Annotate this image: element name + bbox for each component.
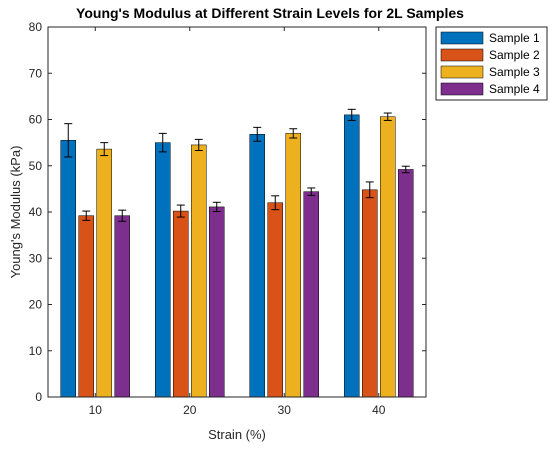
error-bar-sample-4-30 <box>307 187 316 196</box>
error-bar-sample-3-40 <box>383 112 392 121</box>
legend-swatch <box>440 65 484 79</box>
bar-sample-1-10 <box>60 140 76 398</box>
legend-label: Sample 3 <box>489 65 540 79</box>
bar-sample-1-20 <box>155 142 171 398</box>
legend-item-sample-4: Sample 4 <box>440 82 540 96</box>
error-bar-sample-2-20 <box>176 204 185 218</box>
bar-sample-4-20 <box>209 206 225 398</box>
chart-title: Young's Modulus at Different Strain Leve… <box>76 5 464 21</box>
y-tick-label: 20 <box>29 298 43 312</box>
y-tick-label: 30 <box>29 251 43 265</box>
x-tick-label: 30 <box>278 403 292 417</box>
bar-sample-2-10 <box>78 215 94 398</box>
x-axis-label: Strain (%) <box>208 427 266 442</box>
x-tick-label: 10 <box>89 403 103 417</box>
y-tick-label: 80 <box>29 20 43 34</box>
error-bar-sample-1-20 <box>158 132 167 153</box>
bar-sample-4-30 <box>303 191 319 398</box>
error-bar-sample-1-40 <box>347 108 356 121</box>
y-tick-label: 0 <box>35 390 42 404</box>
bar-sample-1-40 <box>344 114 360 398</box>
error-bar-sample-4-40 <box>401 165 410 174</box>
y-tick-label: 60 <box>29 113 43 127</box>
bar-sample-4-40 <box>398 169 414 398</box>
error-bar-sample-2-30 <box>271 195 280 211</box>
bar-sample-1-30 <box>249 134 265 398</box>
error-bar-sample-4-10 <box>118 209 127 222</box>
y-axis-label: Young's Modulus (kPa) <box>8 146 23 279</box>
y-tick-label: 40 <box>29 205 43 219</box>
x-axis: 10 20 30 40 <box>89 27 386 417</box>
error-bar-sample-2-40 <box>365 181 374 199</box>
error-bars-layer <box>64 108 410 222</box>
error-bar-sample-1-10 <box>64 123 73 158</box>
error-bar-sample-4-20 <box>212 201 221 213</box>
y-axis: 0 10 20 30 40 50 60 70 80 <box>29 20 426 404</box>
bars-layer <box>60 114 414 398</box>
error-bar-sample-3-10 <box>100 142 109 157</box>
legend-item-sample-1: Sample 1 <box>440 31 540 45</box>
legend-item-sample-2: Sample 2 <box>440 48 540 62</box>
bar-sample-3-20 <box>191 144 207 398</box>
legend-label: Sample 1 <box>489 31 540 45</box>
legend-swatch <box>440 48 484 62</box>
error-bar-sample-3-30 <box>289 128 298 139</box>
x-tick-label: 20 <box>183 403 197 417</box>
bar-sample-3-30 <box>285 133 301 398</box>
error-bar-sample-1-30 <box>253 126 262 142</box>
x-tick-label: 40 <box>372 403 386 417</box>
error-bar-sample-2-10 <box>82 210 91 221</box>
legend-swatch <box>440 82 484 96</box>
bar-sample-2-20 <box>173 210 189 398</box>
error-bar-sample-3-20 <box>194 138 203 151</box>
y-tick-label: 50 <box>29 159 43 173</box>
legend-label: Sample 4 <box>489 82 540 96</box>
legend-items: Sample 1 Sample 2 Sample 3 Sample 4 <box>440 31 540 96</box>
bar-sample-3-40 <box>380 116 396 398</box>
bar-sample-2-40 <box>362 189 378 398</box>
bar-sample-3-10 <box>96 148 112 398</box>
bar-sample-2-30 <box>267 202 283 398</box>
legend-swatch <box>440 31 484 45</box>
bar-sample-4-10 <box>114 215 130 398</box>
y-tick-label: 10 <box>29 344 43 358</box>
y-tick-label: 70 <box>29 66 43 80</box>
legend: Sample 1 Sample 2 Sample 3 Sample 4 <box>435 26 548 101</box>
legend-item-sample-3: Sample 3 <box>440 65 540 79</box>
legend-label: Sample 2 <box>489 48 540 62</box>
